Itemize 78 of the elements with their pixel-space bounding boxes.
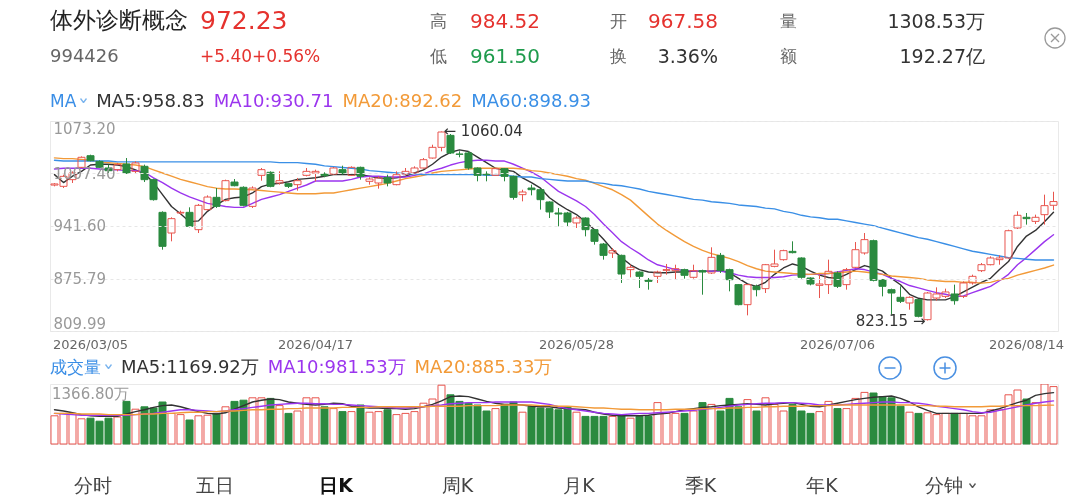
text: 日K: [319, 473, 353, 495]
legend-title: MA: [50, 90, 77, 111]
text: 季K: [684, 473, 717, 495]
text: 额: [780, 45, 797, 67]
bar: [698, 402, 707, 445]
text: MA10:930.71: [213, 90, 334, 112]
bar: [320, 406, 329, 445]
text: 低: [430, 45, 447, 67]
bar: [518, 411, 527, 445]
bar: [221, 406, 230, 445]
bar: [383, 409, 392, 445]
bar: [356, 404, 365, 445]
bar: [680, 412, 689, 445]
text: 994426: [50, 45, 119, 67]
annotation: 1366.80万: [52, 385, 130, 403]
text: 量: [780, 10, 797, 32]
bar: [752, 410, 761, 445]
x-tick-label: 2026/03/05: [53, 336, 128, 352]
bar: [743, 399, 752, 445]
text: 开: [610, 10, 627, 32]
text: 1308.53万: [887, 9, 985, 33]
text: 月K: [563, 473, 595, 495]
y-tick-label: 1073.20: [53, 119, 116, 138]
bar: [950, 412, 959, 445]
text: 961.50: [470, 44, 540, 68]
text: 年K: [806, 473, 838, 495]
bar: [707, 403, 716, 445]
bar: [122, 400, 131, 445]
bar: [626, 417, 635, 445]
text: 分钟: [924, 473, 963, 495]
annotation: ← 1060.04: [443, 122, 523, 141]
bar: [1022, 398, 1031, 445]
bar: [833, 408, 842, 445]
bar: [914, 412, 923, 445]
bar: [689, 410, 698, 445]
text: 体外诊断概念: [50, 7, 188, 35]
series-label: MA10:981.53万: [267, 356, 406, 378]
text: 972.23: [200, 6, 288, 36]
bar: [608, 415, 617, 445]
bar: [329, 408, 338, 445]
bar: [284, 412, 293, 445]
x-tick-label: 2026/07/06: [800, 336, 875, 352]
bar: [347, 411, 356, 445]
text: 967.58: [648, 9, 718, 33]
y-tick-label: 875.79: [53, 270, 106, 288]
bar: [113, 416, 122, 445]
text: 分时: [74, 473, 112, 495]
x-tick-label: 2026/05/28: [539, 336, 614, 352]
series-label: MA20:885.33万: [414, 356, 553, 378]
text: 984.52: [470, 9, 540, 33]
text: 周K: [441, 473, 474, 495]
text: 换: [610, 45, 627, 67]
bar: [491, 408, 500, 445]
text: MA5:958.83: [96, 90, 205, 112]
x-tick-label: 2026/08/14: [989, 336, 1064, 352]
text: +0.56%: [252, 45, 321, 67]
x-tick-label: 2026/04/17: [278, 336, 353, 352]
text: 3.36%: [657, 44, 718, 68]
bar: [185, 419, 194, 445]
text: 五日: [195, 473, 234, 495]
bar: [617, 414, 626, 445]
series-label: MA5:1169.92万: [121, 356, 259, 378]
bar: [266, 397, 275, 445]
y-tick-label: 809.99: [53, 314, 106, 333]
annotation: 823.15 →: [855, 311, 926, 330]
text: MA60:898.93: [471, 90, 592, 112]
text: 高: [430, 10, 447, 32]
bar: [905, 411, 914, 445]
bar: [131, 408, 140, 445]
y-tick-label: 941.60: [53, 217, 106, 236]
bar: [572, 411, 581, 445]
text: +5.40: [200, 45, 253, 67]
text: MA20:892.62: [342, 90, 463, 112]
bar: [338, 411, 347, 445]
legend-title: 成交量: [50, 356, 101, 377]
text: 192.27亿: [899, 44, 985, 68]
bar: [275, 405, 284, 445]
bar: [212, 412, 221, 445]
